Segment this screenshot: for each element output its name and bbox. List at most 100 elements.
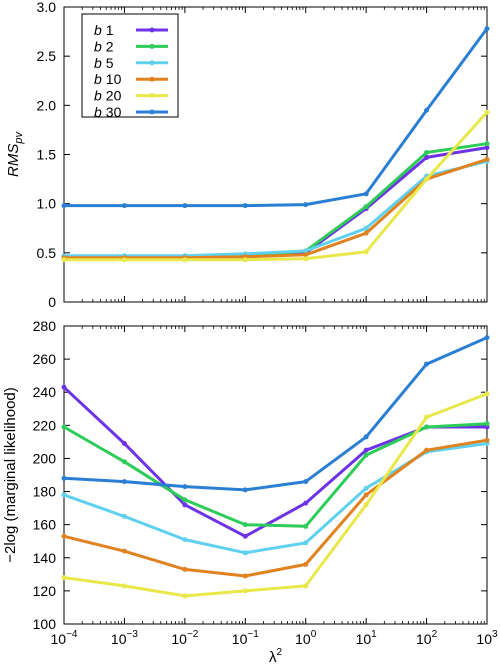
legend-marker-b2 <box>149 43 155 49</box>
data-point-b10 <box>61 533 67 539</box>
data-point-b30 <box>242 487 248 493</box>
x-tick-label-exponent: −2 <box>187 629 199 640</box>
y-axis-title-subscript: pv <box>13 131 25 145</box>
legend-value: 1 <box>106 22 114 38</box>
data-point-b2 <box>484 421 490 427</box>
data-point-b30 <box>424 361 430 367</box>
y-tick-label: 260 <box>33 351 57 367</box>
data-point-b20 <box>303 583 309 589</box>
data-point-b1 <box>303 500 309 506</box>
x-tick-label: 10−1 <box>232 629 259 647</box>
data-point-b1 <box>242 533 248 539</box>
data-point-b20 <box>303 256 309 262</box>
legend-prefix: b <box>94 55 102 71</box>
data-point-b1 <box>61 384 67 390</box>
y-axis-title-main: RMS <box>5 144 22 177</box>
data-point-b20 <box>242 257 248 263</box>
data-point-b10 <box>363 230 369 236</box>
x-tick-label-base: 10 <box>111 631 127 647</box>
data-point-b5 <box>242 550 248 556</box>
data-point-b2 <box>242 522 248 528</box>
data-point-b20 <box>363 502 369 508</box>
data-point-b5 <box>182 537 188 543</box>
data-point-b30 <box>484 26 490 32</box>
series-line-b2 <box>63 422 488 528</box>
data-point-b30 <box>61 203 67 209</box>
data-point-b20 <box>424 176 430 182</box>
legend-label-b30: b 30 <box>94 104 122 120</box>
x-tick-label-exponent: 3 <box>492 629 498 640</box>
data-point-b10 <box>303 561 309 567</box>
data-point-b30 <box>484 335 490 341</box>
data-point-b30 <box>182 484 188 490</box>
data-point-b30 <box>424 107 430 113</box>
series-line-b5 <box>64 159 488 258</box>
legend-prefix: b <box>94 104 102 120</box>
data-point-b5 <box>121 513 127 519</box>
y-axis-title-likelihood: −2log (marginal likelihood) <box>2 387 19 563</box>
series-line-b20 <box>63 392 488 598</box>
y-tick-label: 0.5 <box>37 245 57 261</box>
legend-marker-b1 <box>149 27 155 33</box>
legend-value: 2 <box>106 38 114 54</box>
data-point-b2 <box>182 497 188 503</box>
series-line-b30 <box>63 336 488 492</box>
x-tick-label: 100 <box>295 629 317 647</box>
data-point-b30 <box>303 479 309 485</box>
legend-marker-b10 <box>149 76 155 82</box>
legend-label-b20: b 20 <box>94 88 122 104</box>
y-tick-label: 100 <box>33 616 57 632</box>
data-point-b5 <box>363 485 369 491</box>
data-point-b1 <box>484 145 490 151</box>
data-point-b5 <box>363 225 369 231</box>
data-point-b2 <box>363 204 369 210</box>
data-point-b2 <box>484 141 490 147</box>
rms-panel: 0 0.5 1.0 1.5 2.0 2.5 3.0 RMSpv <box>5 0 490 310</box>
legend-value: 5 <box>106 55 114 71</box>
x-tick-label: 102 <box>416 629 438 647</box>
data-point-b30 <box>121 479 127 485</box>
data-point-b20 <box>61 257 67 263</box>
legend-marker-b30 <box>149 109 155 115</box>
data-point-b1 <box>363 447 369 453</box>
legend-prefix: b <box>94 38 102 54</box>
x-tick-label: 10−4 <box>51 629 78 647</box>
series-line-b10 <box>64 157 488 260</box>
data-point-b1 <box>182 502 188 508</box>
data-point-b20 <box>484 391 490 397</box>
data-point-b30 <box>363 434 369 440</box>
x-tick-label: 101 <box>356 629 378 647</box>
series-line-b1 <box>62 386 487 538</box>
x-axis-title: λ2 <box>269 647 283 666</box>
x-tick-label-base: 10 <box>416 631 432 647</box>
y-tick-label: 160 <box>33 517 57 533</box>
data-point-b20 <box>182 593 188 599</box>
x-tick-label: 10−3 <box>111 629 138 647</box>
legend-prefix: b <box>94 22 102 38</box>
data-point-b10 <box>484 156 490 162</box>
data-point-b20 <box>121 257 127 263</box>
y-tick-label: 200 <box>33 450 57 466</box>
x-tick-label-base: 10 <box>232 631 248 647</box>
data-point-b30 <box>242 203 248 209</box>
x-tick-label-exponent: 2 <box>432 629 438 640</box>
y-tick-label: 1.5 <box>37 147 57 163</box>
x-axis-title-main: λ <box>269 649 277 666</box>
data-point-b30 <box>363 191 369 197</box>
data-point-b30 <box>61 475 67 481</box>
y-tick-label: 280 <box>33 318 57 334</box>
series-line-b1 <box>63 146 488 260</box>
x-tick-label-exponent: −1 <box>247 629 259 640</box>
data-point-b2 <box>61 424 67 430</box>
y-tick-label: 240 <box>33 384 57 400</box>
data-point-b2 <box>424 150 430 156</box>
data-point-b2 <box>363 452 369 458</box>
data-point-b10 <box>424 447 430 453</box>
series-line-b30 <box>64 27 489 208</box>
x-tick-label-exponent: 0 <box>311 629 317 640</box>
data-point-b20 <box>484 109 490 115</box>
y-tick-label: 120 <box>33 583 57 599</box>
x-tick-label-base: 10 <box>51 631 67 647</box>
series-line-b5 <box>63 442 488 555</box>
